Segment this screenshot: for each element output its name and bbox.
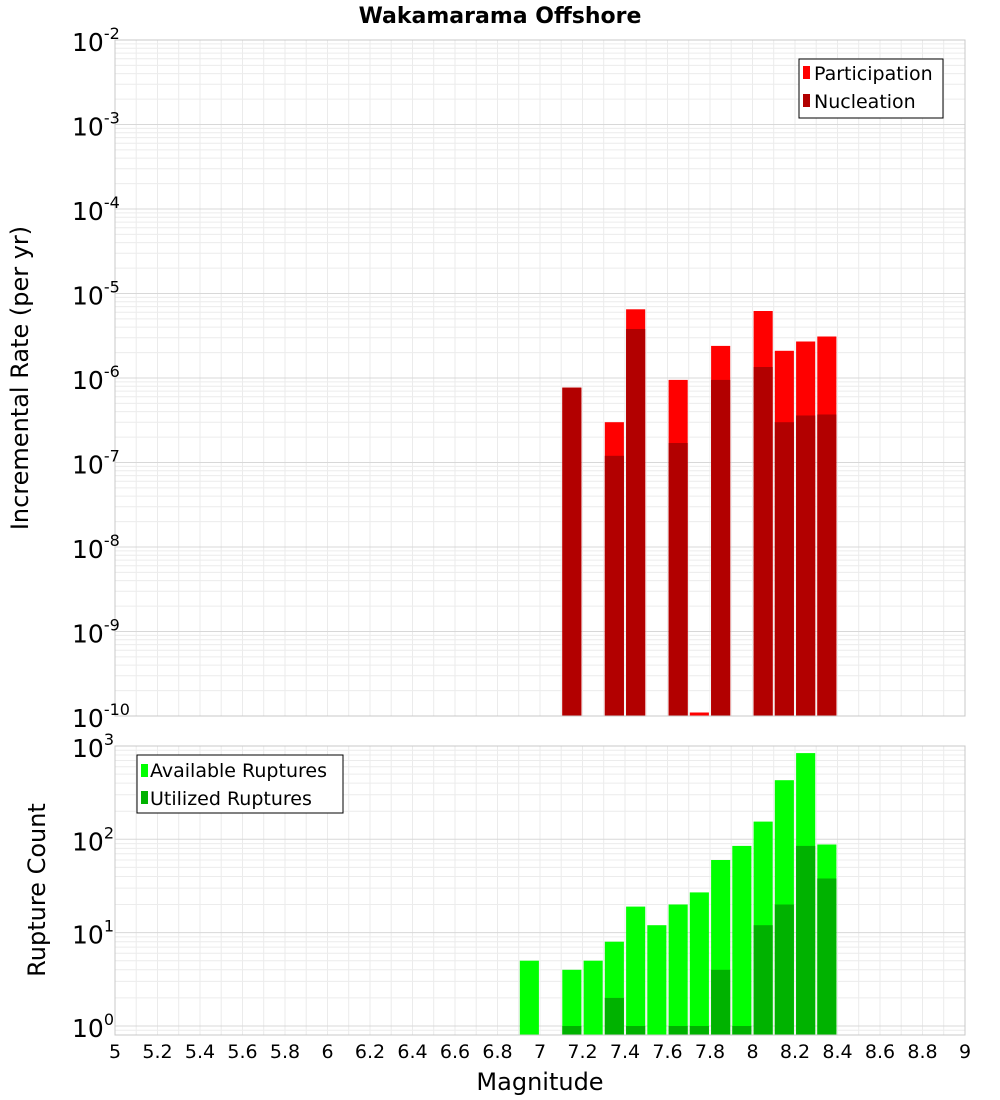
nucleation-legend-label: Nucleation xyxy=(814,91,916,113)
participation-legend-label: Participation xyxy=(814,63,933,85)
rate-legend-box xyxy=(798,58,944,119)
rupture-plot-border xyxy=(114,745,966,1036)
rate-y-tick-label: 10-5 xyxy=(72,278,120,311)
x-tick-label: 8.8 xyxy=(907,1041,937,1063)
x-tick-label: 5 xyxy=(109,1041,121,1063)
x-tick-label: 6.6 xyxy=(440,1041,470,1063)
nucleation-bar xyxy=(604,455,624,716)
x-tick-label: 8.2 xyxy=(780,1041,810,1063)
available-ruptures-bar xyxy=(583,960,603,1035)
utilized-ruptures-bar xyxy=(711,969,731,1035)
utilized-ruptures-legend-label: Utilized Ruptures xyxy=(150,788,312,810)
rate-y-tick-label: 10-2 xyxy=(72,24,120,57)
rate-gridlines xyxy=(114,39,966,717)
rate-legend: Participation Nucleation xyxy=(798,58,944,119)
nucleation-bar xyxy=(711,379,731,716)
available-ruptures-bar xyxy=(626,906,646,1035)
rupture-y-tick-label: 101 xyxy=(72,917,114,950)
utilized-ruptures-bar xyxy=(604,997,624,1035)
rupture-count-plot: 100 101 102 103 Rupture Count Available Rup… xyxy=(23,730,966,1043)
utilized-ruptures-bar xyxy=(732,1026,752,1035)
utilized-ruptures-bar xyxy=(753,925,773,1035)
rate-y-ticks: 10-10 10-9 10-8 10-7 10-6 10-5 10-4 10-3 10-2 xyxy=(72,24,130,733)
rupture-legend: Available Ruptures Utilized Ruptures xyxy=(136,754,344,814)
nucleation-bar xyxy=(753,367,773,716)
rupture-y-tick-label: 102 xyxy=(72,823,114,856)
x-tick-label: 6 xyxy=(321,1041,333,1063)
utilized-ruptures-bar xyxy=(817,878,837,1035)
available-ruptures-bar xyxy=(668,904,688,1035)
rate-y-tick-label: 10-6 xyxy=(72,362,120,395)
rupture-y-tick-label: 103 xyxy=(72,730,114,763)
rate-y-tick-label: 10-10 xyxy=(72,700,130,733)
utilized-ruptures-bar xyxy=(689,1026,709,1035)
rate-plot-border xyxy=(114,39,966,717)
x-tick-label: 7.6 xyxy=(652,1041,682,1063)
utilized-ruptures-swatch xyxy=(141,791,148,804)
utilized-ruptures-bar xyxy=(796,845,816,1035)
nucleation-bar xyxy=(668,443,688,716)
rate-y-tick-label: 10-9 xyxy=(72,616,120,649)
utilized-ruptures-bar xyxy=(668,1026,688,1035)
rate-y-tick-label: 10-4 xyxy=(72,193,120,226)
rate-y-axis-label: Incremental Rate (per yr) xyxy=(6,226,34,530)
x-axis-ticks: 5 5.2 5.4 5.6 5.8 6 6.2 6.4 6.6 6.8 7 7.2 7.4 7.6 7.8 8… xyxy=(109,1041,971,1063)
nucleation-bar xyxy=(774,422,794,716)
rate-y-tick-label: 10-3 xyxy=(72,109,120,142)
rate-y-tick-label: 10-8 xyxy=(72,531,120,564)
x-tick-label: 6.8 xyxy=(482,1041,512,1063)
available-ruptures-bar xyxy=(647,925,667,1035)
x-tick-label: 5.2 xyxy=(142,1041,172,1063)
available-ruptures-bar xyxy=(732,845,752,1035)
utilized-ruptures-bar xyxy=(626,1026,646,1035)
nucleation-bar xyxy=(562,387,582,716)
x-tick-label: 8 xyxy=(746,1041,758,1063)
rate-bars xyxy=(562,309,837,716)
rate-y-tick-label: 10-7 xyxy=(72,447,120,480)
x-tick-label: 7 xyxy=(534,1041,546,1063)
available-ruptures-bar xyxy=(562,969,582,1035)
available-ruptures-bar xyxy=(689,892,709,1035)
x-tick-label: 9 xyxy=(959,1041,971,1063)
x-tick-label: 5.6 xyxy=(227,1041,257,1063)
rupture-y-tick-label: 100 xyxy=(72,1010,114,1043)
x-tick-label: 5.8 xyxy=(270,1041,300,1063)
chart-title: Wakamarama Offshore xyxy=(359,4,642,29)
nucleation-bar xyxy=(817,414,837,716)
nucleation-swatch xyxy=(803,94,810,107)
x-tick-label: 7.4 xyxy=(610,1041,640,1063)
x-tick-label: 6.2 xyxy=(355,1041,385,1063)
x-tick-label: 7.2 xyxy=(567,1041,597,1063)
available-ruptures-bar xyxy=(519,960,539,1035)
rupture-y-ticks: 100 101 102 103 xyxy=(72,730,114,1043)
available-ruptures-legend-label: Available Ruptures xyxy=(150,760,327,782)
rupture-bars xyxy=(519,753,837,1035)
rupture-y-axis-label: Rupture Count xyxy=(23,803,51,977)
x-tick-label: 8.4 xyxy=(822,1041,852,1063)
rate-plot: 10-10 10-9 10-8 10-7 10-6 10-5 10-4 10-3 10-2 In… xyxy=(6,24,966,733)
x-tick-label: 5.4 xyxy=(185,1041,215,1063)
x-tick-label: 8.6 xyxy=(865,1041,895,1063)
x-axis-label: Magnitude xyxy=(476,1068,603,1096)
nucleation-bar xyxy=(626,329,646,716)
participation-swatch xyxy=(803,66,810,79)
available-ruptures-swatch xyxy=(141,764,148,777)
participation-bar xyxy=(689,712,709,716)
utilized-ruptures-bar xyxy=(774,904,794,1035)
x-tick-label: 6.4 xyxy=(397,1041,427,1063)
rupture-legend-box xyxy=(136,754,344,814)
utilized-ruptures-bar xyxy=(562,1026,582,1035)
x-tick-label: 7.8 xyxy=(695,1041,725,1063)
nucleation-bar xyxy=(796,415,816,716)
